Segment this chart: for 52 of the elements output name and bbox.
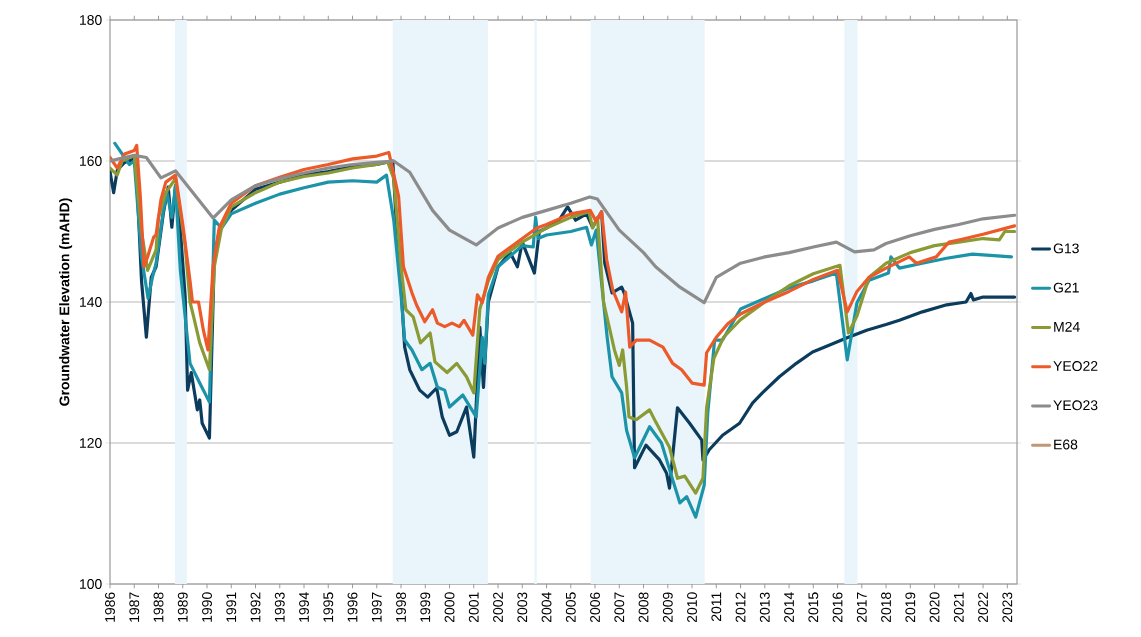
x-tick-label: 2017	[856, 592, 867, 623]
x-tick-label: 2001	[468, 592, 479, 623]
x-tick-label: 2005	[565, 592, 576, 623]
x-tick-label: 1990	[202, 592, 212, 622]
x-tick-label: 2000	[444, 592, 455, 623]
x-tick-label: 1995	[323, 592, 334, 622]
x-tick-label: 2016	[832, 592, 843, 623]
x-tick-label: 2010	[687, 592, 697, 623]
line-series	[110, 153, 1017, 305]
legend-label: E68	[1054, 439, 1078, 450]
y-axis-title: Groundwater Elevation (mAHD)	[59, 198, 73, 406]
x-tick-label: 2013	[759, 592, 770, 623]
x-tick-label: 1999	[420, 592, 431, 622]
x-tick-label: 2009	[662, 592, 673, 623]
y-tick-label: 140	[80, 297, 102, 307]
x-tick-label: 2006	[590, 592, 600, 623]
y-tick-label: 100	[80, 579, 102, 589]
x-tick-label: 2018	[881, 592, 891, 623]
legend-label: G13	[1053, 243, 1079, 254]
x-tick-label: 1998	[396, 592, 406, 622]
x-tick-label: 1986	[105, 592, 115, 622]
x-tick-label: 1988	[153, 592, 164, 622]
x-tick-label: 2023	[1002, 592, 1013, 623]
x-tick-label: 2022	[978, 592, 988, 623]
y-tick-label: 160	[80, 156, 102, 166]
legend-label: YEO23	[1053, 400, 1098, 411]
x-tick-label: 2011	[711, 592, 722, 622]
x-tick-label: 1992	[250, 592, 261, 622]
x-tick-label: 2020	[929, 592, 940, 623]
x-tick-label: 2003	[517, 592, 528, 623]
x-tick-label: 2014	[784, 592, 794, 623]
x-tick-label: 1987	[129, 592, 140, 622]
x-tick-label: 2015	[808, 592, 819, 623]
x-tick-label: 2021	[953, 592, 964, 623]
x-tick-label: 2007	[614, 592, 625, 623]
y-tick-label: 180	[80, 15, 102, 25]
x-tick-label: 1997	[371, 592, 382, 622]
x-tick-label: 2019	[905, 592, 916, 623]
x-tick-label: 1991	[226, 592, 237, 622]
legend-label: YEO22	[1053, 361, 1098, 371]
x-tick-label: 2012	[735, 592, 746, 623]
x-tick-label: 1993	[274, 592, 285, 622]
x-tick-label: 1994	[299, 592, 309, 622]
line-series	[110, 143, 1017, 387]
legend-label: G21	[1053, 282, 1079, 293]
x-tick-label: 1996	[347, 592, 358, 622]
x-tick-label: 2008	[638, 592, 649, 623]
x-tick-label: 1989	[177, 592, 188, 622]
x-tick-label: 2004	[541, 592, 552, 623]
y-tick-label: 120	[80, 438, 102, 448]
legend-label: M24	[1054, 321, 1080, 332]
x-tick-label: 2002	[493, 592, 503, 623]
